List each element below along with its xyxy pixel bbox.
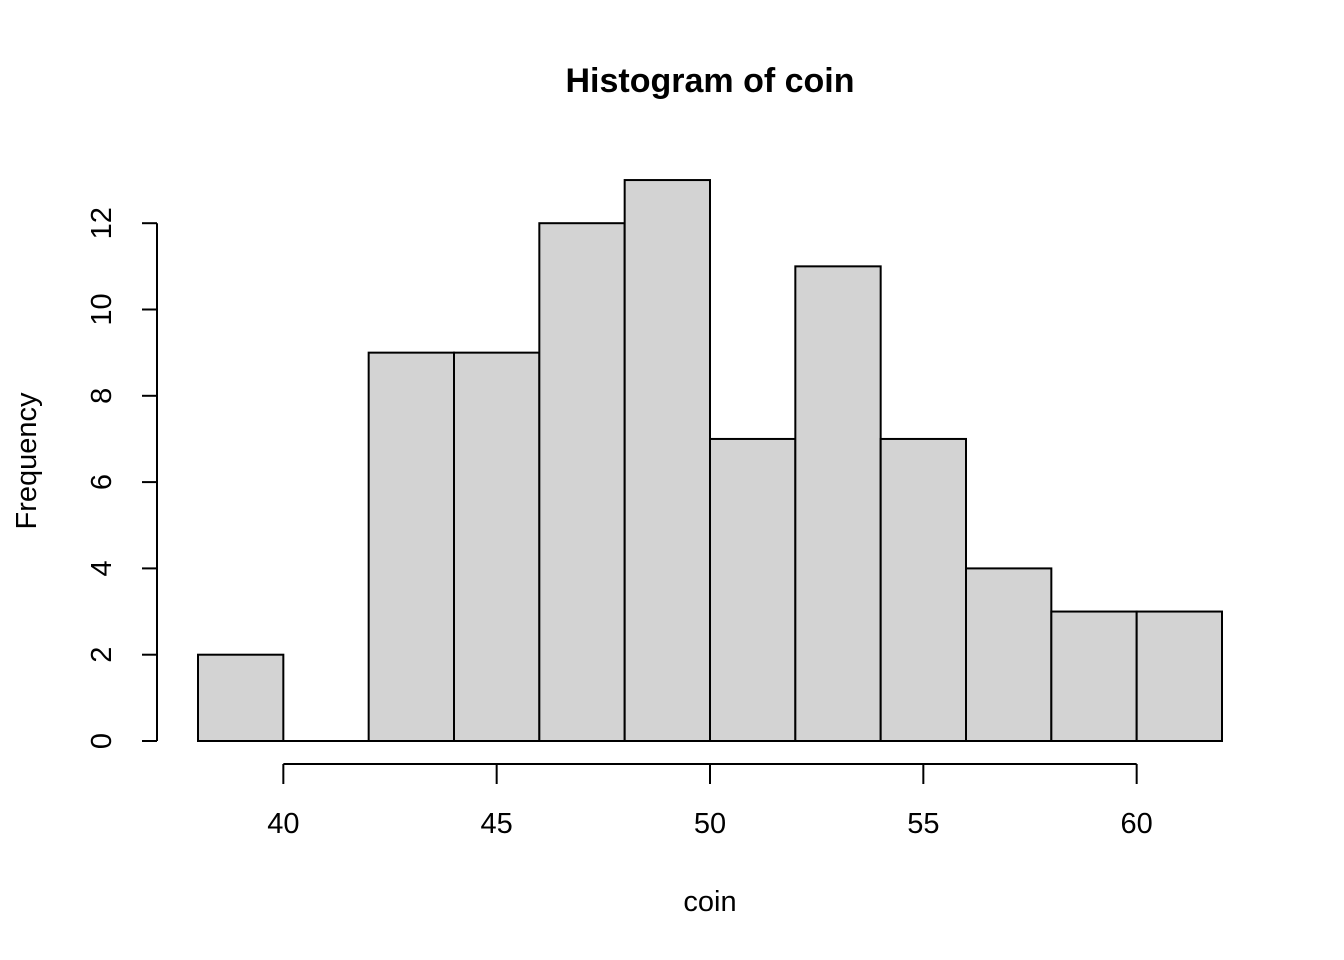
- histogram-bar: [1050, 610, 1138, 742]
- histogram-bar: [623, 179, 712, 743]
- x-tick-label: 55: [907, 808, 939, 840]
- x-axis: 40 45 50 55 60: [267, 763, 1153, 840]
- x-axis-label: coin: [683, 886, 736, 918]
- x-tick-label: 60: [1121, 808, 1153, 840]
- y-tick-label: 6: [86, 474, 118, 490]
- x-tick-label: 45: [481, 808, 513, 840]
- y-tick-label: 12: [86, 207, 118, 239]
- y-tick-label: 2: [86, 647, 118, 663]
- histogram-bar: [709, 437, 797, 742]
- histogram-bar: [794, 265, 882, 742]
- histogram-bar: [367, 351, 455, 742]
- y-axis: 0 2 4 6 8 10 12: [86, 207, 158, 749]
- x-tick-label: 50: [694, 808, 726, 840]
- histogram-bar: [1135, 610, 1223, 742]
- chart-title: Histogram of coin: [565, 62, 854, 100]
- histogram-bar: [965, 567, 1053, 743]
- histogram-bar: [538, 222, 626, 742]
- histogram-bar: [879, 437, 968, 742]
- y-tick-label: 10: [86, 293, 118, 325]
- histogram-bar: [197, 653, 285, 743]
- y-tick-label: 8: [86, 388, 118, 404]
- y-tick-label: 4: [86, 560, 118, 576]
- x-tick-label: 40: [267, 808, 299, 840]
- y-tick-label: 0: [86, 733, 118, 749]
- histogram-bar: [453, 351, 541, 742]
- bars-group: [197, 179, 1223, 743]
- y-axis-label: Frequency: [11, 392, 43, 530]
